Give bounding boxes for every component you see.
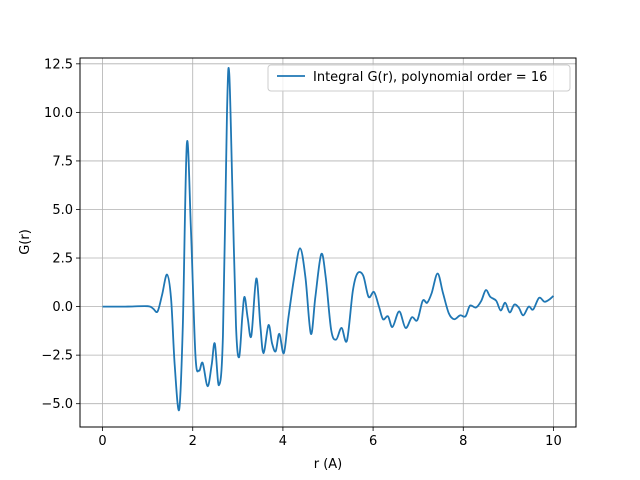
y-tick-label: −2.5	[41, 349, 73, 364]
x-tick-label: 2	[189, 434, 197, 449]
y-tick-label: 10.0	[44, 106, 73, 121]
grid	[80, 58, 576, 427]
y-tick-label: 2.5	[52, 252, 73, 267]
x-tick-label: 4	[279, 434, 287, 449]
plot-frame	[79, 57, 577, 428]
legend-label: Integral G(r), polynomial order = 16	[313, 70, 547, 85]
x-tick-label: 8	[459, 434, 467, 449]
y-axis: −5.0 −2.5 0.0 2.5 5.0 7.5 10.0 12.5	[41, 57, 80, 412]
y-tick-label: 5.0	[52, 203, 73, 218]
y-axis-label: G(r)	[18, 229, 33, 255]
legend-box	[267, 64, 571, 92]
y-tick-label: −5.0	[41, 397, 73, 412]
x-tick-label: 6	[369, 434, 377, 449]
y-tick-label: 7.5	[52, 154, 73, 169]
x-axis-label: r (A)	[314, 457, 343, 472]
y-tick-label: 12.5	[44, 57, 73, 72]
series-line	[102, 67, 555, 412]
y-tick-label: 0.0	[52, 300, 73, 315]
x-tick-label: 0	[98, 434, 106, 449]
x-tick-label: 10	[545, 434, 562, 449]
x-axis: 0 2 4 6 8 10	[98, 427, 562, 449]
legend: Integral G(r), polynomial order = 16	[267, 64, 571, 92]
plot-line-group	[102, 67, 555, 412]
